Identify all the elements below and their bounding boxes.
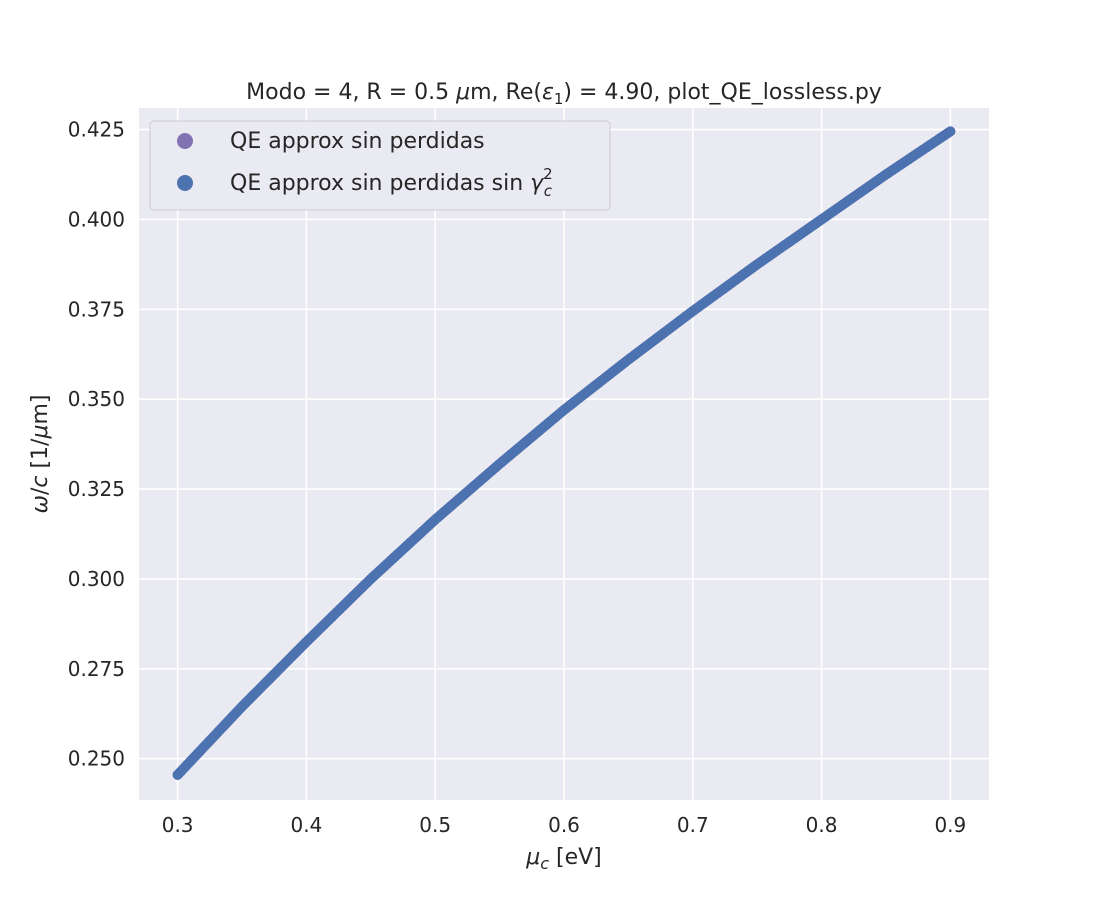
data-point [945,126,956,137]
legend-marker-purple [177,133,193,149]
y-tick-label: 0.250 [68,747,125,771]
legend-label-lossless: QE approx sin perdidas [230,129,485,154]
y-tick-label: 0.325 [68,477,125,501]
y-tick-label: 0.400 [68,207,125,231]
x-tick-label: 0.8 [806,813,838,837]
x-tick-label: 0.5 [419,813,451,837]
legend-box [149,120,611,211]
legend-marker-blue [177,175,193,191]
x-tick-label: 0.6 [548,813,580,837]
y-tick-labels: 0.250 0.275 0.300 0.325 0.350 0.375 0.400 0.425 [68,118,125,771]
series-1 [172,126,956,780]
y-axis-label: ω/c [1/μm] [28,395,53,514]
x-tick-label: 0.7 [677,813,709,837]
x-tick-label: 0.9 [934,813,966,837]
data-marks [172,126,956,780]
y-tick-label: 0.275 [68,657,125,681]
x-tick-label: 0.4 [291,813,323,837]
legend-label-lossless-no-gamma: QE approx sin perdidas sin γ2 c [230,165,553,200]
x-tick-label: 0.3 [162,813,194,837]
x-tick-labels: 0.3 0.4 0.5 0.6 0.7 0.8 0.9 [162,813,967,837]
y-tick-label: 0.300 [68,567,125,591]
y-tick-label: 0.425 [68,118,125,142]
legend: QE approx sin perdidas QE approx sin per… [149,120,611,211]
y-tick-label: 0.350 [68,387,125,411]
chart-title: Modo = 4, R = 0.5 μm, Re(ε1) = 4.90, plo… [246,80,882,108]
y-tick-label: 0.375 [68,297,125,321]
x-axis-label: μc [eV] [525,845,602,873]
